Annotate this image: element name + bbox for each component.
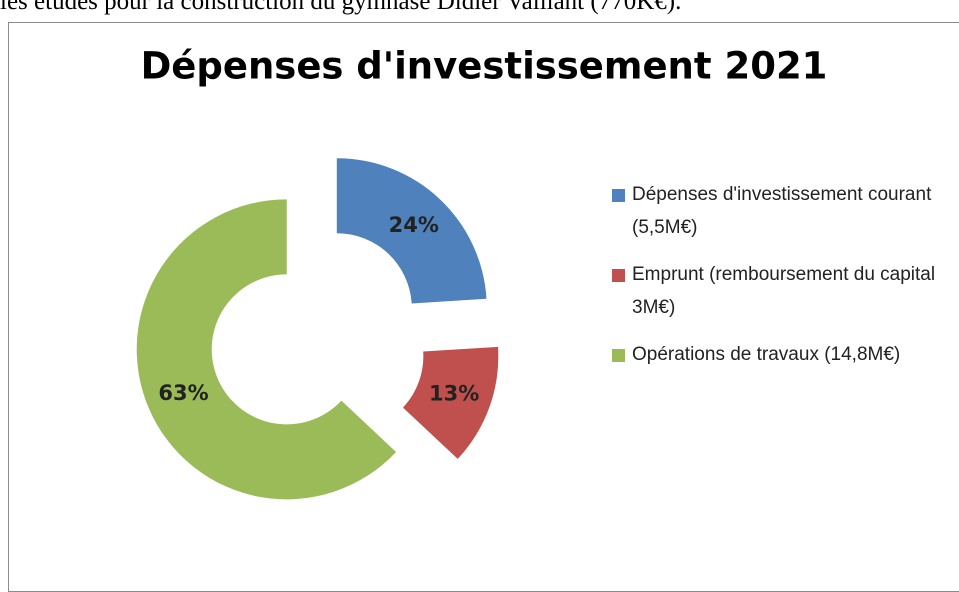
data-label: 63% (158, 381, 208, 405)
donut-slice (336, 158, 487, 304)
legend-item: Opérations de travaux (14,8M€) (612, 338, 942, 371)
legend-item: Dépenses d'investissement courant (5,5M€… (612, 178, 942, 244)
header-text: les études pour la construction du gymna… (0, 0, 682, 15)
data-label: 24% (389, 213, 439, 237)
chart: Dépenses d'investissement 2021 24% 13% 63% (136, 45, 828, 500)
legend-label: Opérations de travaux (14,8M€) (632, 344, 901, 365)
legend: Dépenses d'investissement courant (5,5M€… (612, 178, 942, 385)
legend-item: Emprunt (remboursement du capital 3M€) (612, 258, 942, 324)
chart-title: Dépenses d'investissement 2021 (141, 45, 828, 88)
donut-slice (136, 199, 397, 500)
legend-swatch (612, 269, 625, 282)
chart-frame: Dépenses d'investissement 2021 24% 13% 63%… (8, 22, 959, 592)
data-label: 13% (429, 381, 479, 405)
legend-swatch (612, 189, 625, 202)
legend-swatch (612, 349, 625, 362)
legend-label: Emprunt (remboursement du capital 3M€) (632, 264, 936, 318)
legend-label: Dépenses d'investissement courant (5,5M€… (632, 184, 932, 238)
donut-slice (403, 346, 499, 459)
